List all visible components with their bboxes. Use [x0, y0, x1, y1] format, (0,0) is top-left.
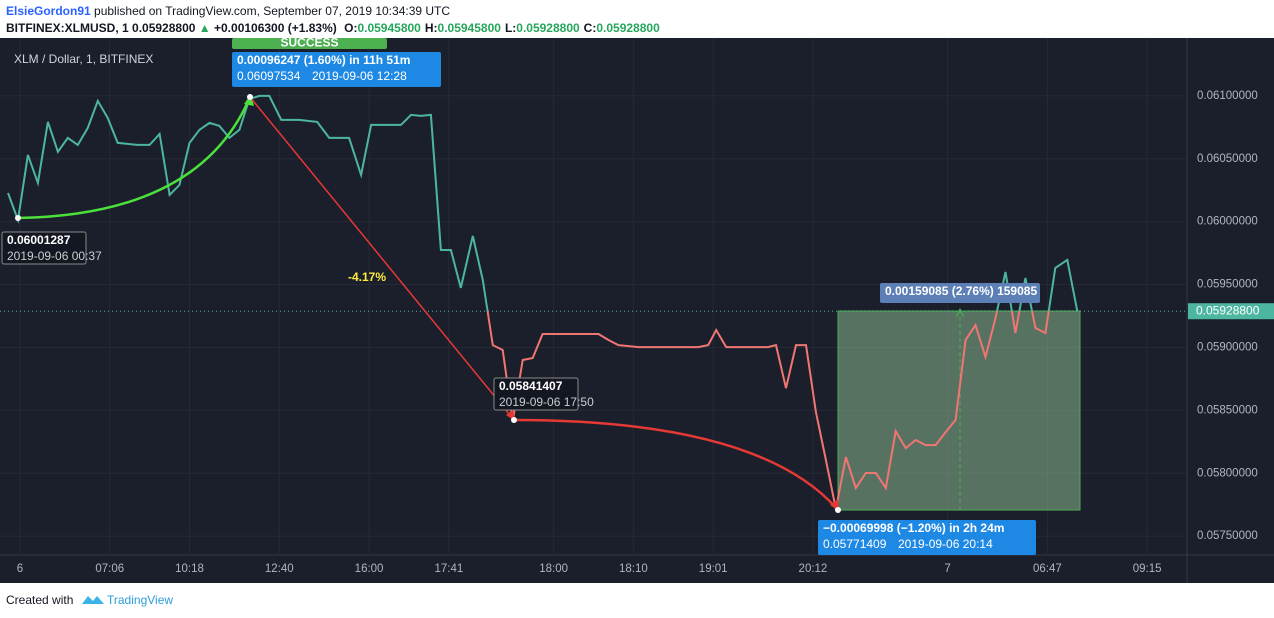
symbol-line: BITFINEX:XLMUSD, 1 0.05928800 ▲ +0.00106… [6, 21, 660, 35]
symbol: BITFINEX:XLMUSD, 1 [6, 21, 129, 35]
ohlc-value: 0.05945800 [357, 21, 421, 35]
x-tick-label: 09:15 [1133, 563, 1162, 575]
last-price-label: 0.05928800 [1196, 303, 1260, 317]
author[interactable]: ElsieGordon91 [6, 4, 91, 18]
chart-background [0, 38, 1274, 583]
annotation-text: 2019-09-06 12:28 [312, 69, 407, 83]
annotation-text: −0.00069998 (−1.20%) in 2h 24m [823, 521, 1004, 535]
annotation-box [493, 377, 579, 411]
x-tick-label: 18:10 [619, 563, 648, 575]
measure-box [837, 310, 1081, 511]
curve-arrow-down [513, 418, 839, 511]
annotation-text: 0.06001287 [7, 233, 71, 247]
ohlc-value: 0.05928800 [516, 21, 580, 35]
footer: Created with [6, 593, 73, 607]
y-tick-label: 0.06100000 [1197, 90, 1258, 102]
y-tick-label: 0.06050000 [1197, 153, 1258, 165]
ohlc-value: 0.05928800 [596, 21, 660, 35]
brand[interactable]: TradingView [107, 593, 173, 607]
ohlc-key: C: [584, 21, 597, 35]
ohlc-key: L: [505, 21, 516, 35]
annotation-text: 2019-09-06 20:14 [898, 537, 993, 551]
annotation-box [1, 231, 87, 265]
y-tick-label: 0.05800000 [1197, 467, 1258, 479]
measure-arrowhead [955, 307, 965, 318]
x-tick-label: 6 [17, 563, 23, 575]
drop-arrow [249, 96, 515, 421]
point-marker [15, 215, 21, 221]
annotation-box [880, 283, 1040, 303]
x-tick-label: 16:00 [355, 563, 384, 575]
header-line: ElsieGordon91 published on TradingView.c… [6, 4, 450, 18]
annotation-text: 2019-09-06 00:37 [7, 249, 102, 263]
annotation-text: 0.06097534 [237, 69, 301, 83]
y-tick-label: 0.06000000 [1197, 216, 1258, 228]
annotation-text: 0.05841407 [499, 379, 563, 393]
published: published on TradingView.com, September … [91, 4, 451, 18]
annotation-text: 0.00096247 (1.60%) in 11h 51m [237, 53, 410, 67]
ohlc-value: 0.05945800 [438, 21, 502, 35]
last-price: 0.05928800 [132, 21, 196, 35]
annotation-text: 0.05771409 [823, 537, 887, 551]
chart-title: XLM / Dollar, 1, BITFINEX [14, 52, 153, 66]
x-tick-label: 06:47 [1033, 563, 1062, 575]
x-tick-label: 18:00 [539, 563, 568, 575]
annotation-text: -4.17% [348, 270, 386, 284]
point-marker [511, 417, 517, 423]
x-tick-label: 7 [944, 563, 950, 575]
point-marker [835, 507, 841, 513]
annotation-text: SUCCESS [280, 36, 338, 50]
last-price-tag [1188, 303, 1274, 320]
y-tick-label: 0.05950000 [1197, 279, 1258, 291]
annotation-text: 2019-09-06 17:50 [499, 395, 594, 409]
annotations: 0.06001287 2019-09-06 00:37 0.00096247 (1.… [1, 36, 1040, 555]
x-tick-label: 20:12 [799, 563, 828, 575]
x-tick-label: 19:01 [699, 563, 728, 575]
y-tick-label: 0.05900000 [1197, 341, 1258, 353]
point-marker [247, 94, 253, 100]
change: +0.00106300 (+1.83%) [214, 21, 337, 35]
annotation-box [232, 52, 441, 87]
brand-logo [82, 596, 104, 604]
x-tick-label: 12:40 [265, 563, 294, 575]
ohlc-key: H: [425, 21, 438, 35]
x-tick-label: 10:18 [175, 563, 204, 575]
annotation-text: 0.00159085 (2.76%) 159085 [885, 284, 1037, 298]
annotation-box [232, 38, 387, 49]
y-tick-label: 0.05850000 [1197, 404, 1258, 416]
curve-arrow-up [17, 96, 252, 220]
annotation-box [818, 520, 1036, 555]
x-tick-label: 07:06 [95, 563, 124, 575]
ohlc-key: O: [344, 21, 357, 35]
up-arrow: ▲ [199, 21, 211, 35]
x-tick-label: 17:41 [434, 563, 463, 575]
y-tick-label: 0.05750000 [1197, 530, 1258, 542]
